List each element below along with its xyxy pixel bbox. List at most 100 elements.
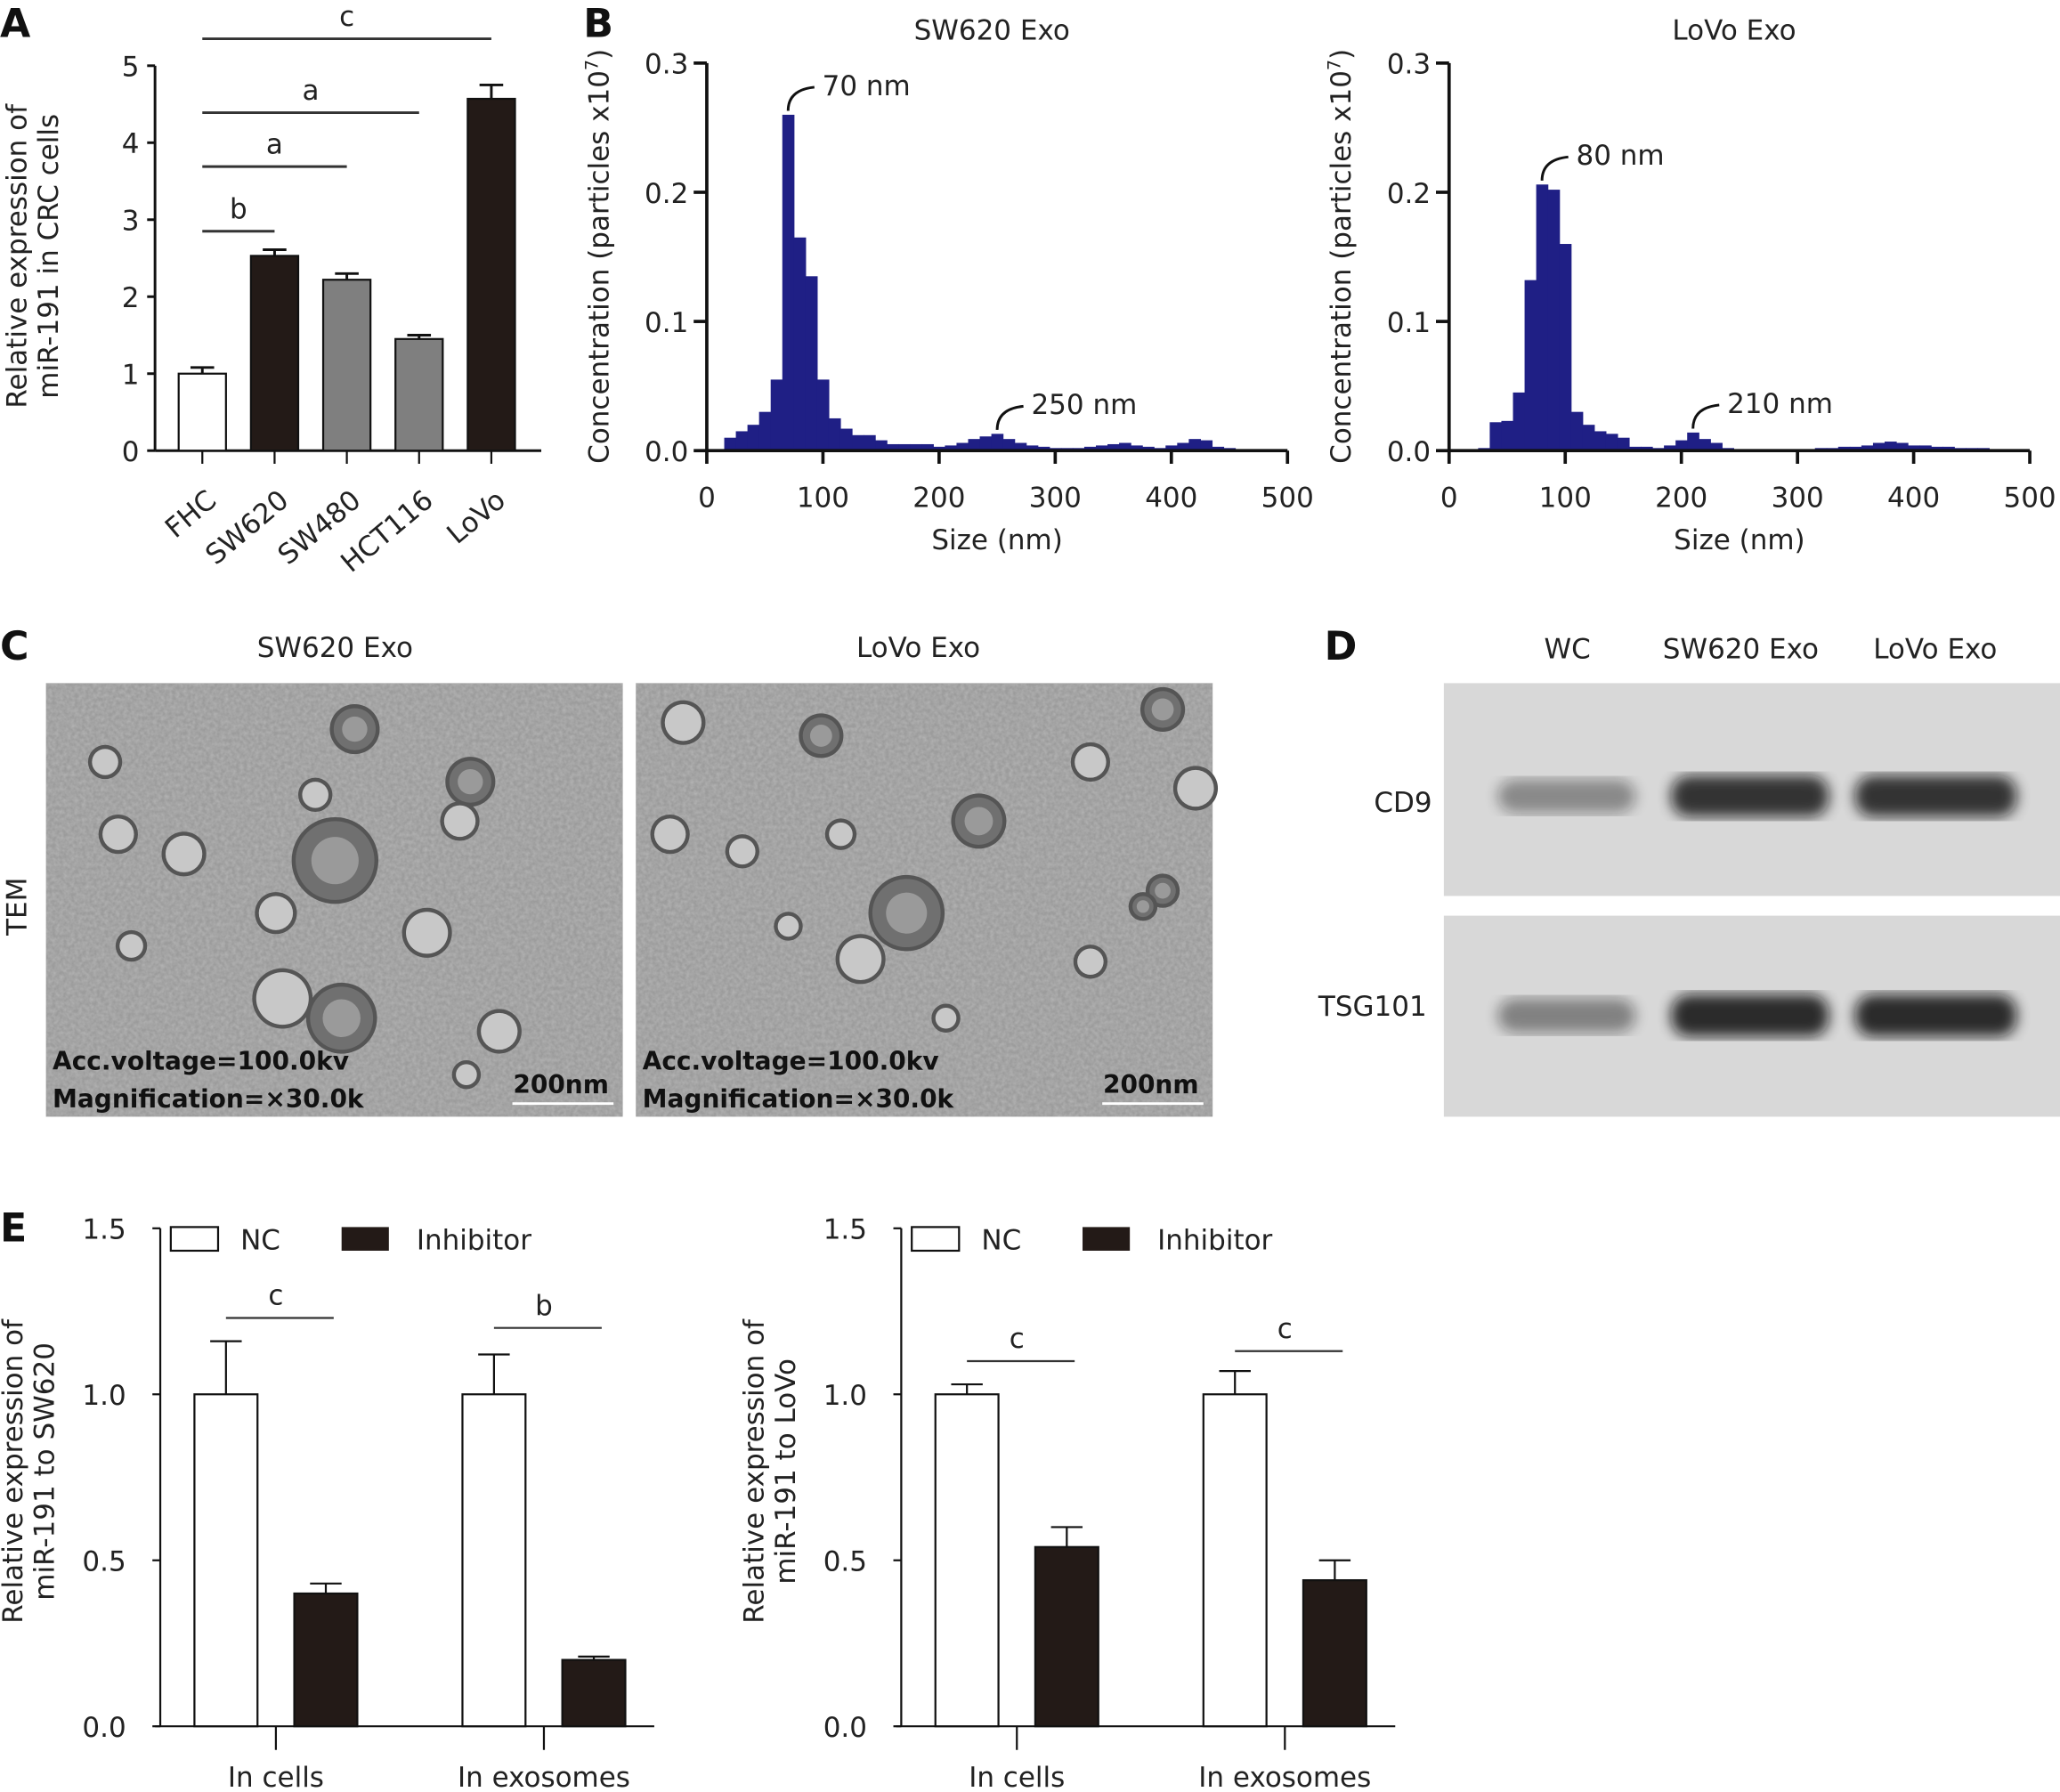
histogram-bar [1559,244,1572,451]
histogram-bar [1489,422,1503,451]
y-tick-label: 0.0 [645,436,688,468]
histogram-bar [852,434,864,451]
x-tick-label: In cells [228,1762,324,1792]
bar-inhibitor [561,1658,627,1728]
significance-label: a [303,75,320,107]
significance-label: b [230,193,247,225]
histogram-bar [1675,440,1688,451]
histogram-bar [1605,434,1618,451]
histogram-bar [921,443,934,451]
legend-swatch-inhibitor [341,1227,389,1251]
histogram-bar [1188,439,1201,451]
histogram-bar [898,443,911,451]
histogram-bar [1687,432,1699,451]
x-tick-label: 0 [698,482,716,515]
significance-label: c [1010,1323,1025,1355]
histogram-bar [1037,446,1050,451]
vesicle [1177,769,1214,807]
panel-label-a: A [0,1,31,46]
y-tick-label: 0.1 [1387,307,1431,339]
tem-caption-magnification: Magnification=×30.0k [53,1084,365,1114]
histogram-bar [1119,442,1131,451]
annotation-leader [1691,403,1720,429]
legend-label-nc: NC [981,1224,1021,1256]
vesicle-lumen [1151,698,1174,721]
histogram-bar [945,445,958,451]
vesicle [165,835,203,872]
vesicle-lumen [809,725,832,747]
y-axis-label-sup: 7 [581,60,602,70]
histogram-bar [875,440,888,451]
vesicle [664,704,702,742]
annotation-leader [1540,155,1569,181]
histogram-bar [1536,184,1549,451]
vesicle [935,1007,957,1029]
bar-sw480 [321,279,372,452]
x-axis-label: Size (nm) [931,524,1062,556]
y-tick-label: 4 [122,128,140,160]
annotation-leader [786,85,815,111]
y-tick-label: 0.0 [1387,436,1431,468]
tem-title-lovo: LoVo Exo [856,632,980,664]
x-tick-label: 500 [1261,482,1314,515]
histogram-bar [839,428,853,451]
peak-annotation: 80 nm [1577,140,1665,172]
y-axis-label-main: Concentration (particles x10 [583,70,615,464]
chart-title: SW620 Exo [914,14,1070,46]
histogram-bar [1501,420,1514,451]
histogram-bar [793,237,807,451]
significance-label: c [268,1280,283,1312]
x-tick-label: 0 [1440,482,1458,515]
tem-caption-voltage: Acc.voltage=100.0kv [643,1046,939,1075]
vesicle-lumen [964,807,994,836]
histogram-bar [1710,442,1723,451]
histogram-bar [1884,442,1897,451]
y-tick-label: 0.3 [645,49,688,81]
histogram-bar [1014,442,1027,451]
bar-nc [1202,1393,1268,1728]
peak-annotation: 250 nm [1031,389,1137,421]
blot-band [1497,998,1636,1033]
vesicle [481,1012,518,1050]
y-tick-label: 5 [122,52,140,84]
histogram-bar [956,442,969,451]
histogram-bar [968,439,981,451]
y-tick-label: 0 [122,436,140,468]
histogram-bar [1547,190,1561,451]
histogram-bar [1908,445,1920,451]
y-axis-label-main: Concentration (particles x10 [1326,70,1358,464]
chart-b-lovo-size-distribution: LoVo Exo 0.0 0.1 0.2 0.3 0 100 200 300 400 500 Size… [1324,14,2056,556]
histogram-bar [1131,445,1143,451]
scale-bar-label: 200nm [1103,1070,1199,1099]
panel-label-d: D [1325,624,1358,669]
x-tick-label: 400 [1887,482,1940,515]
y-axis-label-line: Relative expression of [0,1318,29,1624]
x-tick-label: 200 [1655,482,1707,515]
histogram-bar [1942,446,1955,451]
histogram-bar [828,418,841,451]
tem-title-sw620: SW620 Exo [257,632,413,664]
vesicle-lumen [342,716,368,742]
histogram-bar [1628,446,1642,451]
histogram-bar [1594,431,1607,451]
legend-label-inhibitor: Inhibitor [1157,1224,1272,1256]
vesicle-lumen [311,837,359,885]
vesicle [729,838,756,865]
histogram-bar [1582,425,1595,451]
y-axis-label-sup: 7 [1324,60,1344,70]
histogram-bar [1931,446,1943,451]
blot-band [1671,994,1829,1037]
lane-label-wc: WC [1544,633,1590,665]
y-tick-label: 0.0 [82,1712,126,1744]
x-tick-label: 300 [1029,482,1082,515]
y-tick-label: 1.5 [82,1214,126,1246]
x-tick-label: In cells [969,1762,1065,1792]
y-axis-label-line: Relative expression of [2,103,34,409]
histogram-bar [770,379,783,451]
histogram-bar [979,436,993,451]
vesicle [443,805,476,838]
histogram-bar [1026,445,1039,451]
histogram-bar [1872,442,1886,451]
legend-label-nc: NC [240,1224,280,1256]
